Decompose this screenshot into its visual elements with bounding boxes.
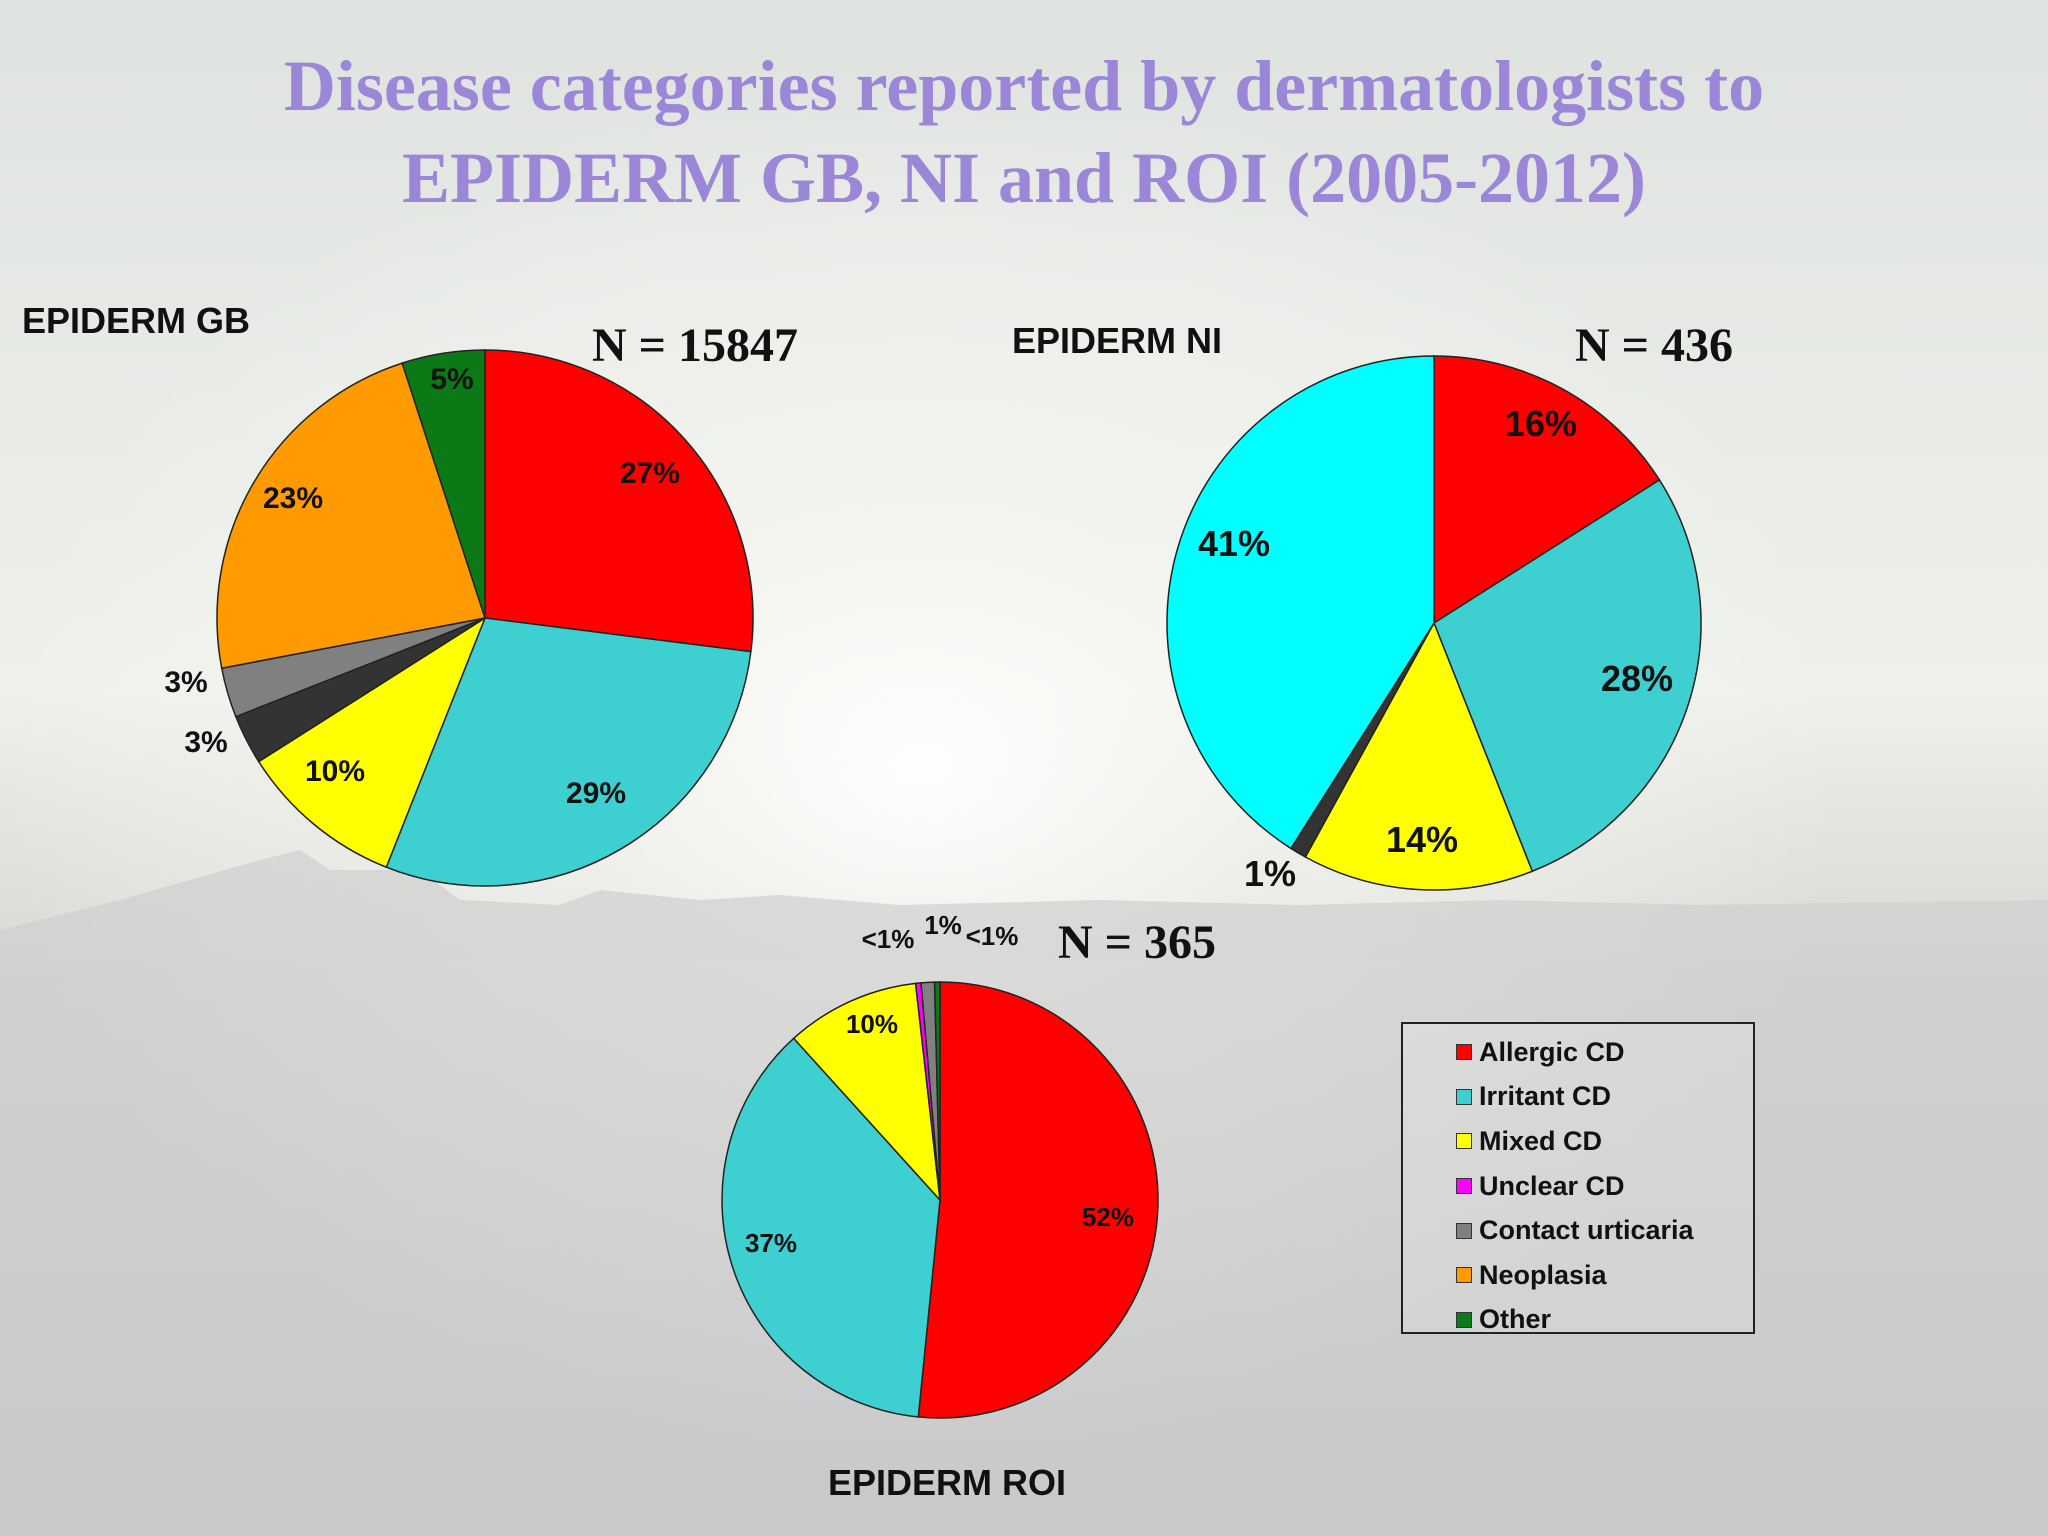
pie-roi-label-0: 52% [1082, 1202, 1134, 1232]
pie-roi-label-4: 1% [924, 910, 962, 940]
pie-ni-slice-1 [1433, 478, 1702, 873]
pie-gb-label-4: 3% [164, 666, 207, 699]
legend-item-irritant: Irritant CD [1403, 1075, 1753, 1120]
pie-roi-slice-5 [933, 981, 941, 1201]
legend-swatch-other [1456, 1311, 1472, 1328]
pie-roi: 52%37%10%<1% 1% <1% [721, 910, 1159, 1419]
chart-title-roi: EPIDERM ROI [828, 1462, 1067, 1503]
pie-ni: 16% 28% 14% 1% 41% [1166, 355, 1702, 894]
title-line-1: Disease categories reported by dermatolo… [283, 46, 1765, 126]
legend-label-mixed: Mixed CD [1479, 1125, 1603, 1156]
pie-ni-label-3: 1% [1244, 853, 1296, 894]
legend-item-other: Other [1403, 1298, 1753, 1343]
pie-roi-label-1: 37% [745, 1228, 797, 1258]
pie-roi-slice-0 [917, 981, 1159, 1419]
legend-swatch-mixed [1456, 1133, 1472, 1150]
legend-label-unclear: Unclear CD [1479, 1170, 1625, 1201]
legend-label-urticaria: Contact urticaria [1479, 1215, 1694, 1246]
legend-swatch-urticaria [1456, 1222, 1472, 1239]
pie-ni-slice-4 [1166, 355, 1435, 850]
pie-roi-slice-1 [721, 1037, 941, 1418]
pie-gb-slice-0 [484, 349, 754, 653]
pie-ni-slice-2 [1304, 621, 1534, 891]
legend-swatch-neoplasia [1456, 1267, 1472, 1284]
pie-ni-label-1: 28% [1601, 658, 1673, 699]
n-label-roi: N = 365 [1058, 916, 1217, 969]
pie-gb-label-0: 27% [620, 457, 680, 490]
pie-roi-label-5: <1% [966, 921, 1019, 951]
pie-gb-slice-6 [401, 349, 486, 619]
n-label-gb: N = 15847 [592, 319, 799, 372]
legend-item-unclear: Unclear CD [1403, 1164, 1753, 1209]
pie-gb-slice-5 [216, 362, 486, 670]
legend-item-urticaria: Contact urticaria [1403, 1208, 1753, 1253]
pie-gb-label-3: 3% [184, 726, 227, 759]
legend-swatch-irritant [1456, 1088, 1472, 1105]
legend-label-other: Other [1479, 1304, 1552, 1335]
pie-ni-slice-0 [1433, 355, 1661, 625]
pie-roi-label-3: <1% [862, 924, 915, 954]
legend-item-mixed: Mixed CD [1403, 1119, 1753, 1164]
legend-swatch-allergic [1456, 1044, 1472, 1061]
legend-swatch-unclear [1456, 1178, 1472, 1195]
slide-title: Disease categories reported by dermatolo… [0, 40, 2048, 224]
legend-label-irritant: Irritant CD [1479, 1081, 1612, 1112]
pie-gb-label-6: 5% [430, 363, 473, 396]
pie-roi-label-2: 10% [846, 1009, 898, 1039]
pie-gb-label-5: 23% [263, 482, 323, 515]
pie-gb-slice-1 [385, 617, 752, 887]
legend-item-allergic: Allergic CD [1403, 1030, 1753, 1075]
legend-item-neoplasia: Neoplasia [1403, 1253, 1753, 1298]
legend-label-neoplasia: Neoplasia [1479, 1259, 1607, 1290]
pie-ni-label-2: 14% [1386, 819, 1458, 860]
pie-gb-slice-2 [257, 616, 487, 869]
legend: Allergic CD Irritant CD Mixed CD Unclear… [1401, 1022, 1755, 1334]
pie-gb-label-1: 29% [566, 777, 626, 810]
legend-label-allergic: Allergic CD [1479, 1036, 1625, 1067]
chart-title-gb: EPIDERM GB [22, 300, 251, 341]
pie-roi-slice-2 [792, 982, 942, 1203]
title-line-2: EPIDERM GB, NI and ROI (2005-2012) [401, 138, 1647, 218]
pie-gb: 27% 29% 10% 3% 3% 23% 5% [164, 349, 754, 887]
chart-title-ni: EPIDERM NI [1012, 320, 1223, 361]
pie-ni-label-4: 41% [1198, 523, 1270, 564]
pie-gb-label-2: 10% [305, 755, 365, 788]
n-label-ni: N = 436 [1575, 319, 1734, 372]
pie-ni-label-0: 16% [1505, 403, 1577, 444]
